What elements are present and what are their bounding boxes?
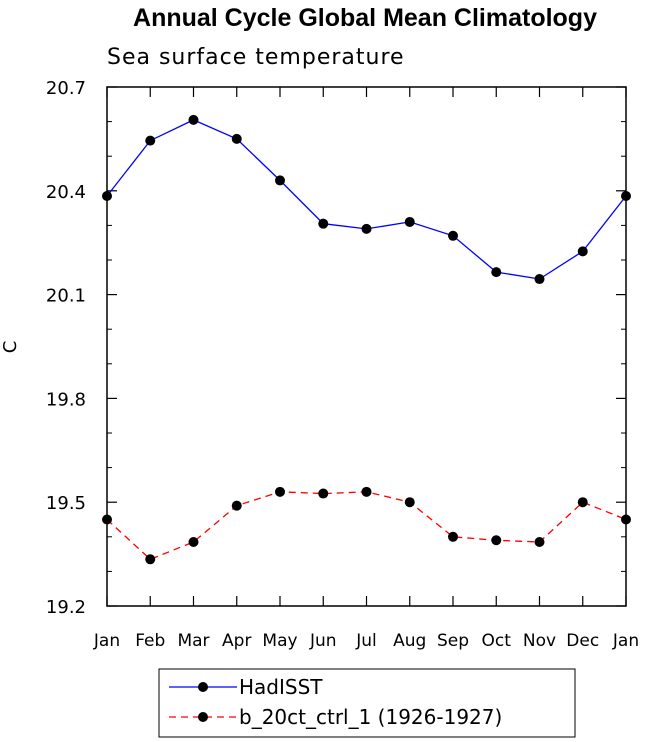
x-tick-label: Oct (482, 631, 512, 651)
data-point (621, 514, 631, 525)
legend-label-hadisst: HadISST (239, 675, 323, 699)
y-tick-label: 20.4 (46, 182, 86, 203)
x-tick-label: Dec (566, 631, 599, 651)
data-point (231, 133, 242, 144)
x-tick-label: Apr (222, 631, 251, 651)
data-point (102, 514, 112, 525)
chart-title: Annual Cycle Global Mean Climatology (133, 4, 597, 32)
legend-label-b20ct: b_20ct_ctrl_1 (1926-1927) (239, 705, 502, 729)
data-point (404, 497, 415, 508)
x-tick-label: Jun (309, 631, 337, 651)
data-point (188, 536, 199, 547)
x-tick-label: Jul (355, 631, 377, 651)
legend-marker-b20ct (198, 712, 208, 722)
legend: HadISST b_20ct_ctrl_1 (1926-1927) (158, 668, 576, 738)
y-tick-label: 20.7 (46, 78, 86, 99)
x-tick-label: May (262, 631, 297, 651)
series-markers (102, 114, 631, 565)
x-tick-label: Feb (135, 631, 165, 651)
x-tick-label: Nov (523, 631, 556, 651)
data-point (318, 218, 329, 229)
data-point (534, 536, 545, 547)
data-point (621, 190, 631, 201)
data-point (231, 500, 242, 511)
data-point (145, 554, 156, 565)
data-point (188, 114, 199, 125)
data-point (448, 230, 458, 241)
x-tick-label: Sep (437, 631, 469, 651)
legend-box (158, 668, 576, 738)
data-point (448, 531, 458, 542)
data-point (102, 190, 112, 201)
y-tick-label: 19.2 (46, 597, 86, 618)
y-tick-label: 20.1 (46, 286, 86, 307)
data-point (534, 274, 545, 285)
legend-marker-hadisst (198, 682, 208, 692)
plot-frame (106, 86, 627, 607)
x-tick-label: Aug (393, 631, 426, 651)
data-point (145, 135, 156, 146)
data-point (491, 267, 502, 278)
axes: 19.2 19.5 19.8 20.1 20.4 20.7 Jan Feb Mar Apr May J… (46, 78, 639, 651)
data-point (404, 216, 415, 227)
series-line-1 (106, 491, 627, 561)
y-tick-label: 19.8 (46, 389, 86, 410)
data-point (275, 486, 285, 497)
x-tick-label: Mar (177, 631, 209, 651)
data-point (577, 497, 588, 508)
data-point (491, 535, 502, 546)
chart-subtitle: Sea surface temperature (107, 45, 405, 70)
data-point (275, 175, 285, 186)
data-point (577, 246, 588, 257)
series-line-0 (106, 119, 627, 280)
data-point (361, 486, 372, 497)
y-axis-label: C (0, 341, 21, 354)
x-tick-label: Jan (93, 631, 120, 651)
data-point (361, 223, 372, 234)
y-tick-label: 19.5 (46, 493, 86, 514)
data-point (318, 488, 329, 499)
x-tick-label: Jan (612, 631, 639, 651)
